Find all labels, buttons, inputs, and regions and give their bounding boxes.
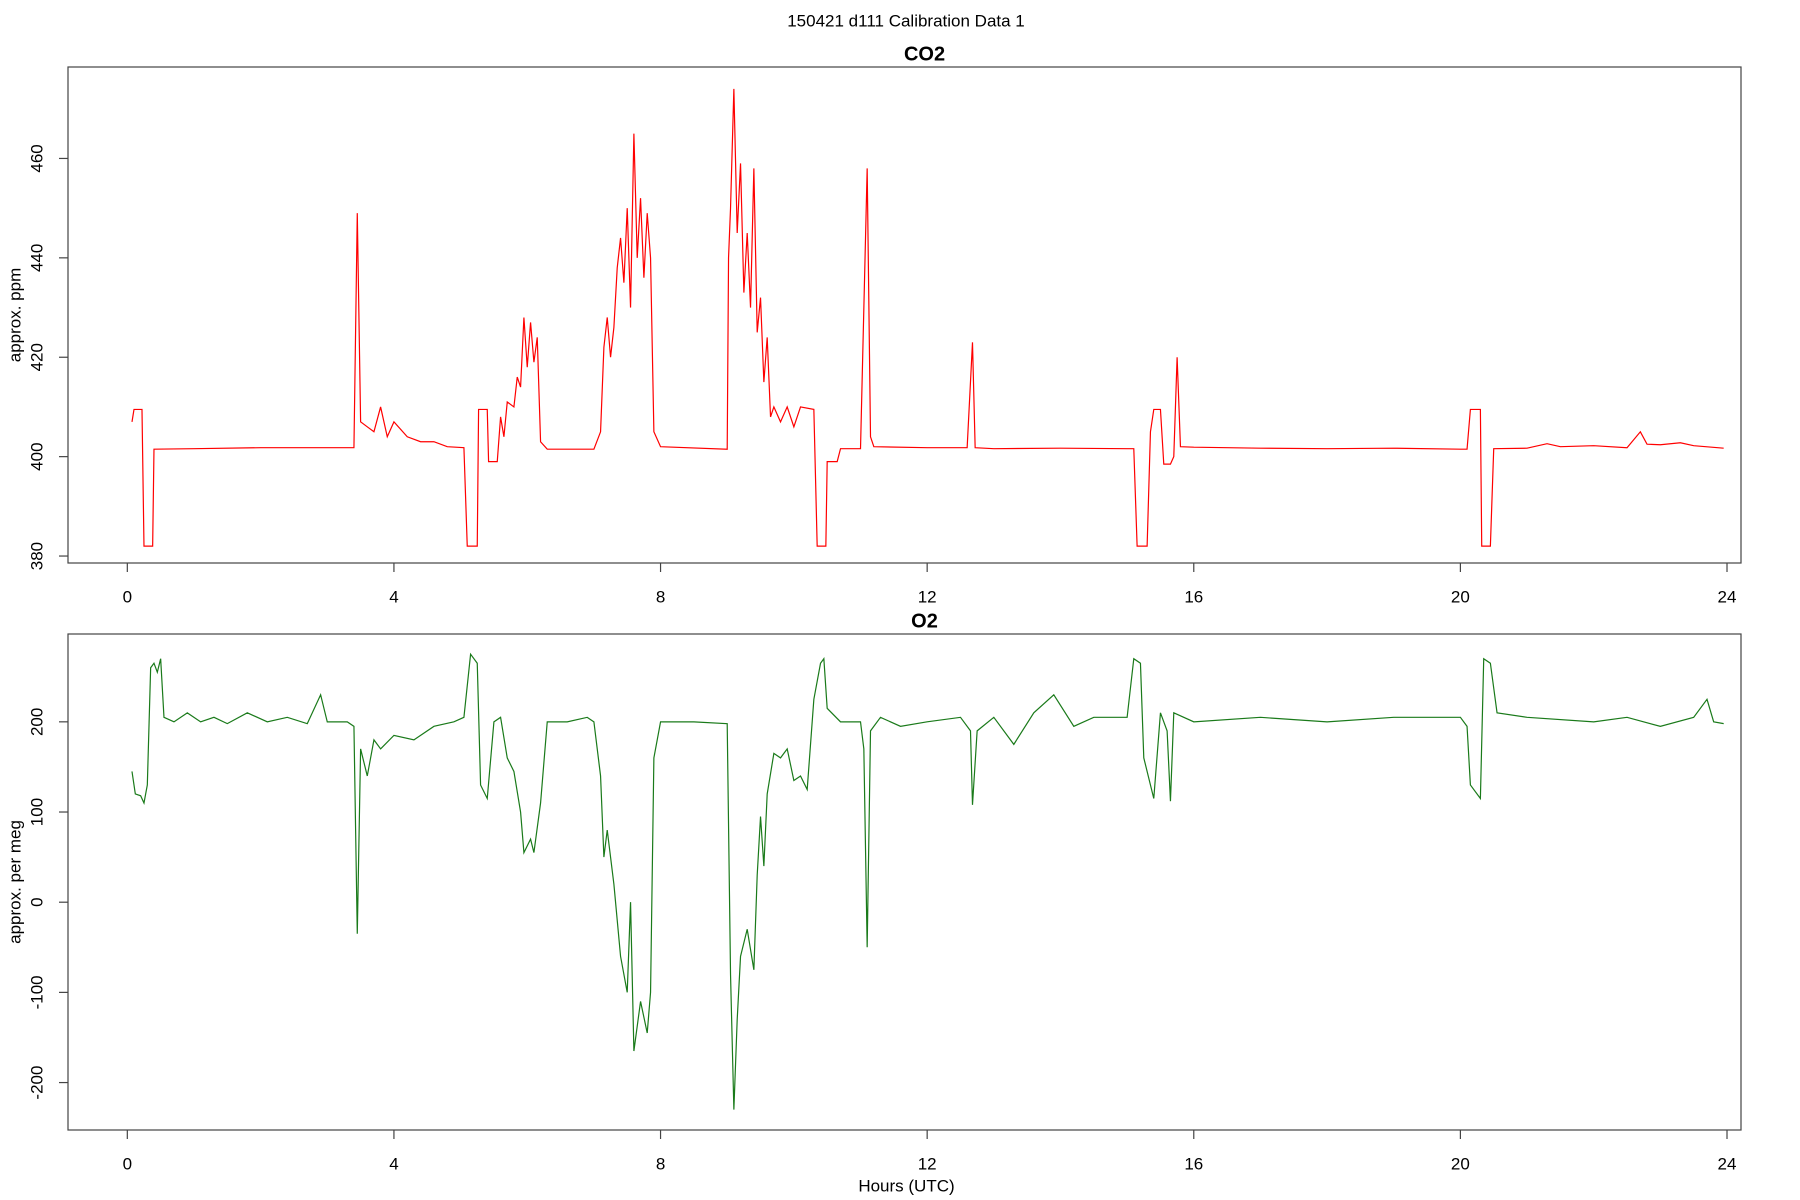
x-tick-label: 8 <box>656 587 665 606</box>
y-tick-label: 440 <box>27 244 46 272</box>
x-tick-label: 8 <box>656 1154 665 1173</box>
y-axis-label: approx. ppm <box>5 268 24 363</box>
y-axis-label: approx. per meg <box>5 820 24 944</box>
panel-title: O2 <box>911 610 938 632</box>
y-tick-label: -200 <box>27 1066 46 1100</box>
x-tick-label: 12 <box>918 1154 937 1173</box>
x-tick-label: 12 <box>918 587 937 606</box>
x-tick-label: 0 <box>123 587 132 606</box>
y-tick-label: 0 <box>27 897 46 906</box>
x-tick-label: 16 <box>1184 587 1203 606</box>
x-tick-label: 20 <box>1451 1154 1470 1173</box>
plot-frame <box>67 66 1742 564</box>
page-title: 150421 d111 Calibration Data 1 <box>787 11 1025 30</box>
y-tick-label: 420 <box>27 343 46 371</box>
x-tick-label: 16 <box>1184 1154 1203 1173</box>
x-tick-label: 4 <box>389 587 398 606</box>
x-tick-label: 20 <box>1451 587 1470 606</box>
data-line <box>131 88 1724 547</box>
y-tick-label: 100 <box>27 798 46 826</box>
y-tick-label: 200 <box>27 708 46 736</box>
x-tick-label: 24 <box>1718 1154 1737 1173</box>
plot-frame <box>67 633 1742 1131</box>
y-tick-label: -100 <box>27 975 46 1009</box>
x-tick-label: 24 <box>1718 587 1737 606</box>
y-tick-label: 400 <box>27 442 46 470</box>
data-line <box>131 652 1724 1110</box>
y-tick-label: 380 <box>27 542 46 570</box>
y-tick-label: 460 <box>27 144 46 172</box>
x-axis-label: Hours (UTC) <box>858 1176 954 1195</box>
panel-title: CO2 <box>904 43 945 65</box>
x-tick-label: 0 <box>123 1154 132 1173</box>
x-tick-label: 4 <box>389 1154 398 1173</box>
